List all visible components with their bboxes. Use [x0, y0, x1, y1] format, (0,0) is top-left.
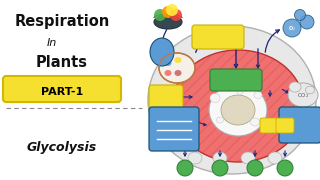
Ellipse shape	[210, 93, 220, 102]
Text: In: In	[47, 38, 57, 48]
Ellipse shape	[251, 118, 260, 126]
Ellipse shape	[150, 38, 174, 66]
Circle shape	[170, 9, 182, 21]
Text: Glycolysis: Glycolysis	[27, 141, 97, 154]
Ellipse shape	[268, 152, 282, 164]
Ellipse shape	[217, 117, 223, 123]
Ellipse shape	[241, 152, 255, 164]
FancyBboxPatch shape	[149, 107, 199, 151]
Circle shape	[277, 160, 293, 176]
Ellipse shape	[174, 70, 181, 76]
Circle shape	[154, 9, 166, 21]
Ellipse shape	[221, 95, 255, 125]
FancyBboxPatch shape	[210, 69, 262, 91]
Ellipse shape	[294, 10, 306, 21]
FancyBboxPatch shape	[279, 107, 320, 143]
Ellipse shape	[209, 84, 267, 136]
Circle shape	[166, 4, 178, 16]
Text: Respiration: Respiration	[14, 14, 110, 29]
Ellipse shape	[148, 26, 316, 174]
Ellipse shape	[300, 15, 314, 29]
Text: CO$_2$: CO$_2$	[297, 92, 309, 100]
FancyBboxPatch shape	[192, 25, 244, 49]
Ellipse shape	[154, 15, 182, 29]
FancyBboxPatch shape	[3, 76, 121, 102]
Text: PART-1: PART-1	[41, 87, 83, 97]
Ellipse shape	[306, 86, 315, 94]
Ellipse shape	[283, 19, 301, 37]
Ellipse shape	[237, 89, 243, 94]
Circle shape	[177, 160, 193, 176]
Ellipse shape	[288, 83, 318, 107]
Ellipse shape	[188, 152, 202, 164]
Ellipse shape	[164, 70, 172, 76]
Ellipse shape	[159, 53, 195, 83]
Ellipse shape	[289, 82, 301, 92]
Circle shape	[162, 6, 174, 18]
Text: Plants: Plants	[36, 55, 88, 70]
FancyBboxPatch shape	[260, 118, 278, 133]
Ellipse shape	[213, 152, 227, 164]
Text: O$_2$: O$_2$	[288, 24, 296, 33]
FancyBboxPatch shape	[276, 118, 294, 133]
Ellipse shape	[164, 60, 172, 66]
Circle shape	[212, 160, 228, 176]
Circle shape	[247, 160, 263, 176]
Ellipse shape	[254, 91, 262, 98]
FancyBboxPatch shape	[149, 85, 183, 109]
Ellipse shape	[172, 50, 304, 162]
Ellipse shape	[174, 57, 181, 63]
